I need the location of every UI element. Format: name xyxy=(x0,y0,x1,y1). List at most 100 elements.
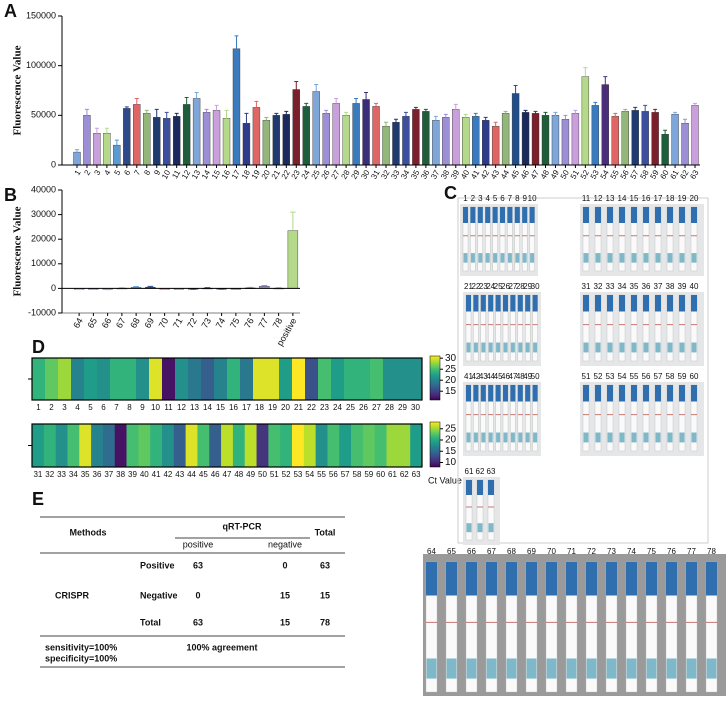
error-bar xyxy=(364,91,369,100)
strip-cap xyxy=(492,207,498,223)
strip-cap xyxy=(485,207,491,223)
heat-cell xyxy=(79,424,92,467)
strip-label: 1 xyxy=(463,194,468,203)
heat-cell xyxy=(197,424,210,467)
error-bar xyxy=(304,102,309,107)
strip-label: 22 xyxy=(471,282,480,291)
strip-label: 25 xyxy=(494,282,503,291)
x-tick-label: 45 xyxy=(199,470,208,479)
x-tick-label: 56 xyxy=(329,470,338,479)
strip-pad xyxy=(655,432,661,443)
error-bar xyxy=(133,286,139,288)
x-tick-label: 20 xyxy=(281,403,290,412)
error-bar xyxy=(513,85,518,94)
error-bar xyxy=(623,108,628,112)
error-bar xyxy=(261,284,268,287)
strip-cap xyxy=(667,385,673,402)
table: Methods qRT-PCR Total positive negative … xyxy=(40,516,345,668)
strip-cap xyxy=(488,480,494,495)
error-bar xyxy=(463,113,468,118)
strip-cap xyxy=(517,385,523,402)
bar xyxy=(103,133,111,166)
strip-label: 8 xyxy=(515,194,520,203)
heat-cell xyxy=(268,424,281,467)
strip-cap xyxy=(631,295,637,312)
strip-cap xyxy=(607,207,613,223)
x-tick-label: 62 xyxy=(400,470,409,479)
strip-pad xyxy=(655,342,661,353)
table-cell: 15 xyxy=(280,617,290,627)
strip-label: 48 xyxy=(516,372,525,381)
strip-label: 27 xyxy=(508,282,517,291)
error-bar xyxy=(653,108,658,113)
x-tick-label: 73 xyxy=(199,316,213,330)
strip-cap xyxy=(583,385,589,402)
strip-cap xyxy=(606,562,617,596)
bar xyxy=(212,110,221,166)
heat-cell xyxy=(253,358,267,400)
x-tick-label: 61 xyxy=(388,470,397,479)
heat-cell xyxy=(339,424,352,467)
strip-cap xyxy=(607,295,613,312)
strip-cap xyxy=(506,562,517,596)
bar xyxy=(242,123,251,166)
panel-label: B xyxy=(4,185,17,205)
strip-label: 53 xyxy=(606,372,615,381)
strip-cap xyxy=(619,295,625,312)
error-bar xyxy=(433,115,438,121)
error-bar xyxy=(473,112,478,117)
x-tick-label: 10 xyxy=(151,403,160,412)
x-tick-label: 35 xyxy=(81,470,90,479)
strip-label: 44 xyxy=(486,372,495,381)
strip-pad xyxy=(631,432,637,443)
table-cell: 63 xyxy=(193,560,203,570)
strip-label: 76 xyxy=(667,547,676,556)
x-tick-label: 38 xyxy=(116,470,125,479)
bar xyxy=(442,117,450,166)
strip-cap xyxy=(532,295,538,312)
strip-panel xyxy=(457,197,709,544)
strip-pad xyxy=(619,432,625,443)
x-tick-label: 7 xyxy=(114,403,119,412)
x-tick-label: 41 xyxy=(152,470,161,479)
bar xyxy=(462,117,470,166)
error-bar xyxy=(643,104,648,112)
x-tick-label: 53 xyxy=(293,470,302,479)
strip-pad xyxy=(488,523,494,533)
strip-pad xyxy=(526,658,537,679)
error-bar xyxy=(683,118,688,124)
bar xyxy=(681,123,689,166)
x-tick-label: 54 xyxy=(305,470,314,479)
strip-pad xyxy=(503,342,508,353)
x-tick-label: 57 xyxy=(341,470,350,479)
heat-cell xyxy=(84,358,98,400)
strip-pad xyxy=(466,523,472,533)
bar xyxy=(282,114,291,166)
table-cell: 78 xyxy=(320,617,330,627)
x-tick-label: 64 xyxy=(71,316,85,330)
strip-cap xyxy=(706,562,717,596)
strip-pad xyxy=(679,253,685,263)
strip-label: 17 xyxy=(654,194,663,203)
bar xyxy=(192,98,201,166)
strip-label: 43 xyxy=(479,372,488,381)
error-bar xyxy=(224,109,229,119)
heat-cell xyxy=(173,424,186,467)
heat-cell xyxy=(149,358,163,400)
strip-label: 77 xyxy=(687,547,696,556)
bar xyxy=(93,133,101,166)
error-bar xyxy=(583,67,588,77)
strip-cap xyxy=(679,385,685,402)
table-cell: 0 xyxy=(282,560,287,570)
strip-label: 41 xyxy=(464,372,473,381)
bar xyxy=(372,106,380,166)
heat-cell xyxy=(45,358,59,400)
y-axis-label: Fluorescence Value xyxy=(12,45,24,135)
bar xyxy=(671,114,679,166)
y-tick-label: 0 xyxy=(51,283,56,293)
strip-label: 51 xyxy=(582,372,591,381)
colorbar-label: 10 xyxy=(445,457,457,468)
strip-label: 36 xyxy=(642,282,651,291)
x-tick-label: 75 xyxy=(228,316,242,330)
heat-cell xyxy=(305,358,319,400)
